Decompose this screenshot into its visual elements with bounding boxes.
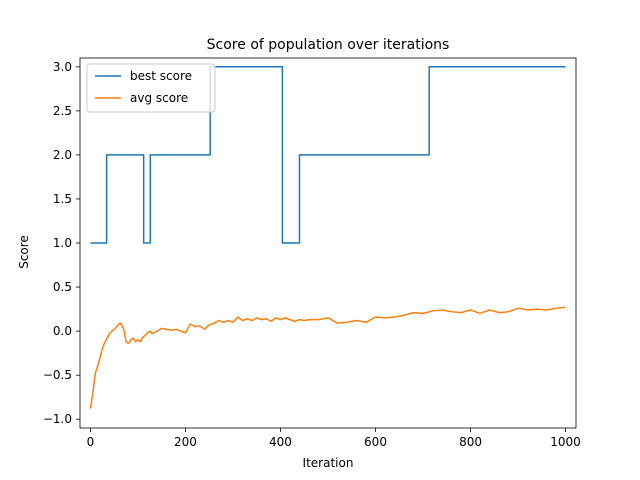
y-tick-label: 2.0: [53, 148, 72, 162]
x-axis-label: Iteration: [303, 456, 354, 470]
x-tick-label: 0: [87, 435, 95, 449]
axes-layer: 0 200 400 600 800 1000 −1.0 −0.5 0.0 0.5 1.0 1.5 2.0…: [43, 57, 581, 449]
x-tick-label: 1000: [550, 435, 581, 449]
x-tick-label: 800: [459, 435, 482, 449]
series-line-avg-score: [89, 306, 566, 409]
y-axis-label: Score: [17, 235, 31, 269]
legend: best score avg score: [86, 63, 216, 113]
legend-label: best score: [130, 69, 192, 83]
chart-title: Score of population over iterations: [207, 37, 450, 53]
y-tick-label: 0.5: [53, 280, 72, 294]
x-tick-label: 400: [269, 435, 292, 449]
y-tick-label: 2.5: [53, 104, 72, 118]
x-tick-label: 200: [174, 435, 197, 449]
y-tick-label: 1.5: [53, 192, 72, 206]
y-tick-label: −1.0: [43, 412, 72, 426]
x-tick-label: 600: [364, 435, 387, 449]
y-tick-label: 0.0: [53, 324, 72, 338]
y-tick-label: 3.0: [53, 60, 72, 74]
y-tick-label: −0.5: [43, 368, 72, 382]
y-tick-label: 1.0: [53, 236, 72, 250]
legend-label: avg score: [130, 91, 188, 105]
